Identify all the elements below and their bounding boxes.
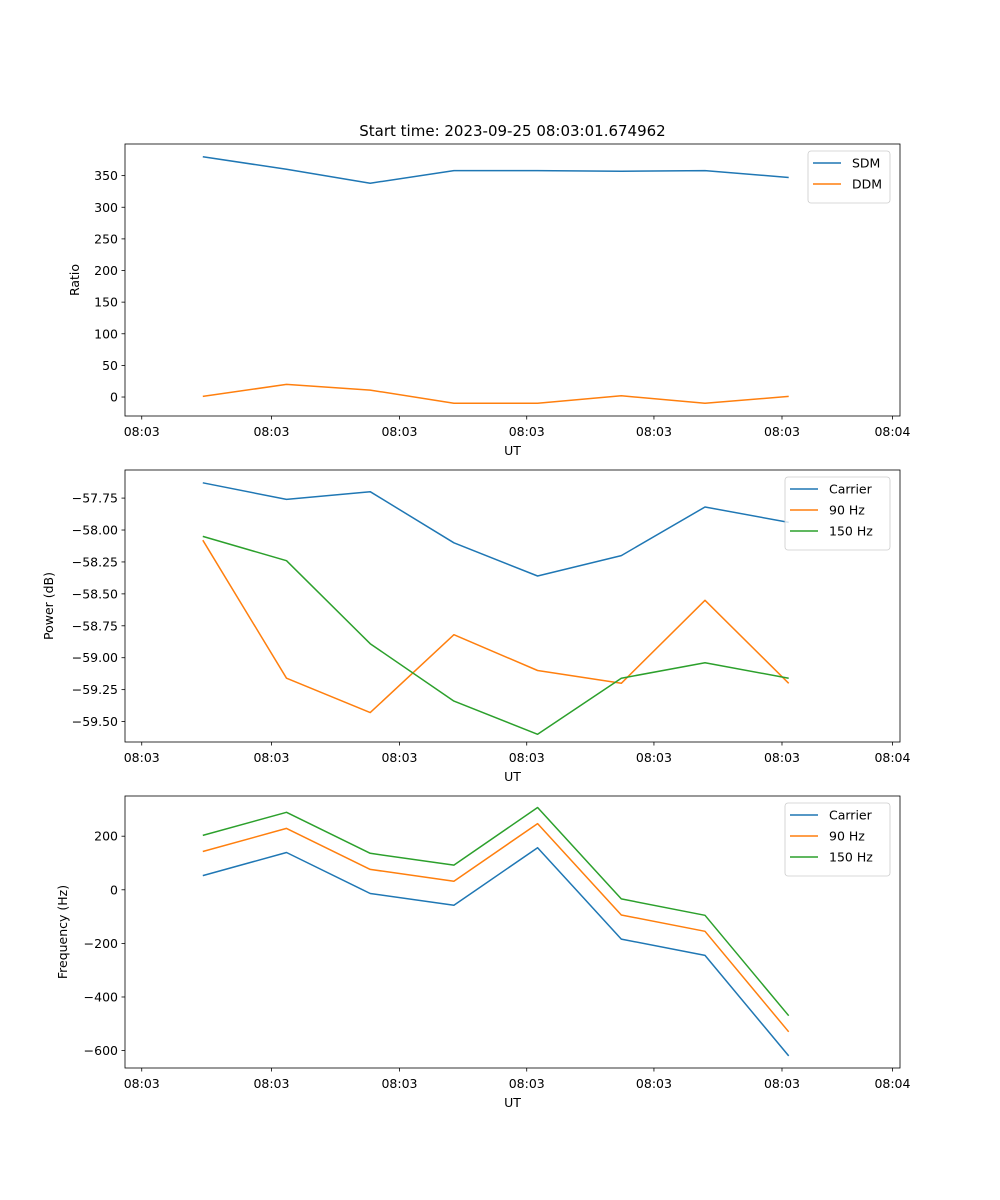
y-tick-label: −58.75 [72,618,118,633]
series-line-carrier [202,482,789,577]
subplot-1: 08:03 08:03 08:03 08:03 08:03 08:03 08:04 0 50 10… [67,143,911,458]
legend: Carrier 90 Hz 150 Hz [784,802,891,877]
legend-label: 150 Hz [829,524,873,539]
y-tick-label: 200 [94,263,118,278]
subplot-3: 08:03 08:03 08:03 08:03 08:03 08:03 08:04 −600 −… [55,795,911,1110]
legend-label: SDM [852,156,880,171]
x-tick-label: 08:03 [764,750,800,765]
y-axis-label: Ratio [67,264,82,296]
x-axis-label: UT [504,769,521,784]
x-tick-label: 08:03 [764,424,800,439]
x-tick-label: 08:03 [124,750,160,765]
axes-frame [124,469,901,743]
x-tick-label: 08:03 [509,424,545,439]
x-tick-label: 08:04 [874,1076,910,1091]
legend-box [807,150,891,204]
x-axis-label: UT [504,443,521,458]
axes-frame [124,795,901,1069]
y-tick-label: −59.00 [72,650,118,665]
x-tick-label: 08:03 [509,750,545,765]
series-line-sdm [202,155,789,184]
x-tick-label: 08:03 [636,750,672,765]
series-line-90-hz [202,822,790,1033]
y-tick-label: −58.50 [72,586,118,601]
series-line-150-hz [202,535,789,736]
x-tick-label: 08:03 [253,424,289,439]
y-tick-label: 200 [94,829,118,844]
subplot-2: 08:03 08:03 08:03 08:03 08:03 08:03 08:04 −59.5… [41,469,911,784]
y-tick-label: −400 [84,989,118,1004]
series-line-150-hz [202,806,790,1017]
x-tick-label: 08:03 [381,424,417,439]
y-tick-label: 0 [110,390,118,405]
x-tick-label: 08:03 [636,424,672,439]
y-axis-label: Power (dB) [41,572,56,640]
y-tick-label: 0 [110,882,118,897]
y-axis-label: Frequency (Hz) [55,885,70,979]
x-tick-label: 08:04 [874,750,910,765]
y-tick-label: 50 [102,358,118,373]
legend-label: 90 Hz [829,503,865,518]
y-tick-label: −59.25 [72,682,118,697]
y-tick-label: −58.00 [72,523,118,538]
y-tick-label: −58.25 [72,554,118,569]
x-tick-label: 08:03 [124,424,160,439]
legend-label: 150 Hz [829,850,873,865]
legend-label: DDM [852,177,882,192]
legend: SDM DDM [807,150,891,204]
y-tick-label: 100 [94,326,118,341]
y-tick-label: −57.75 [72,491,118,506]
series-line-90-hz [202,539,790,714]
y-tick-label: 150 [94,295,118,310]
y-tick-label: 300 [94,200,118,215]
axes-frame [124,143,901,417]
legend-label: 90 Hz [829,829,865,844]
x-tick-label: 08:03 [509,1076,545,1091]
y-tick-label: 350 [94,168,118,183]
y-tick-label: −600 [84,1043,118,1058]
series-line-ddm [202,383,789,405]
legend-label: Carrier [829,482,873,497]
x-tick-label: 08:03 [381,1076,417,1091]
x-tick-label: 08:03 [124,1076,160,1091]
y-tick-label: 250 [94,231,118,246]
x-tick-label: 08:04 [874,424,910,439]
x-tick-label: 08:03 [253,1076,289,1091]
legend: Carrier 90 Hz 150 Hz [784,476,891,551]
series-line-carrier [202,846,790,1057]
x-tick-label: 08:03 [253,750,289,765]
y-tick-label: −59.50 [72,714,118,729]
x-tick-label: 08:03 [764,1076,800,1091]
x-axis-label: UT [504,1095,521,1110]
x-tick-label: 08:03 [636,1076,672,1091]
chart-title: Start time: 2023-09-25 08:03:01.674962 [359,122,665,140]
legend-label: Carrier [829,808,873,823]
y-tick-label: −200 [84,936,118,951]
x-tick-label: 08:03 [381,750,417,765]
